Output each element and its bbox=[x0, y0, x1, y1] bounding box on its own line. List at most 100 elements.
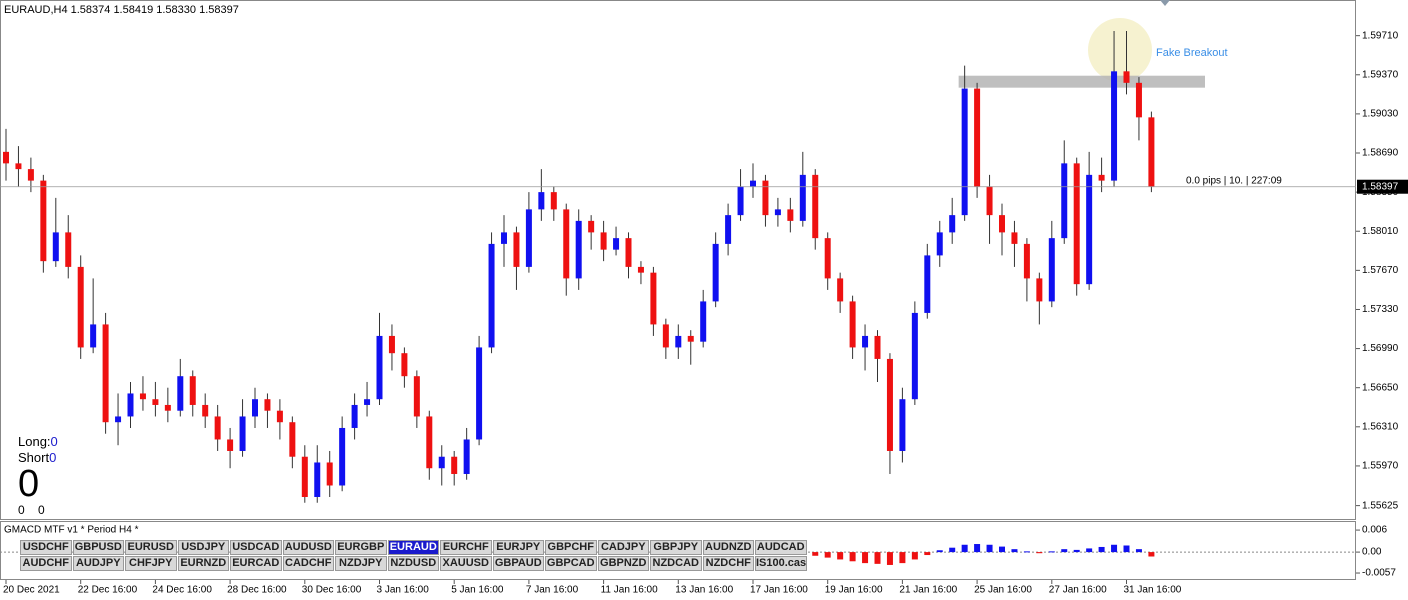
x-tick-label: 25 Jan 16:00 bbox=[974, 585, 1032, 596]
symbol-button[interactable]: USDJPY bbox=[177, 540, 229, 555]
candle-body bbox=[214, 416, 221, 440]
symbol-button[interactable]: GBPJPY bbox=[650, 540, 702, 555]
candle-body bbox=[563, 209, 570, 279]
symbol-button[interactable]: EURNZD bbox=[177, 556, 229, 571]
candle-body bbox=[999, 215, 1005, 233]
symbol-button[interactable]: EURGBP bbox=[335, 540, 387, 555]
symbol-button[interactable]: CADJPY bbox=[597, 540, 649, 555]
symbol-button[interactable]: CHFJPY bbox=[125, 556, 177, 571]
last-price-box bbox=[1357, 179, 1408, 194]
chart-title: EURAUD,H4 1.58374 1.58419 1.58330 1.5839… bbox=[4, 4, 239, 16]
candle-body bbox=[15, 163, 22, 170]
candle-body bbox=[1036, 278, 1043, 302]
macd-bar bbox=[1061, 549, 1068, 553]
symbol-button[interactable]: EURAUD bbox=[387, 540, 439, 555]
symbol-button[interactable]: AUDCAD bbox=[755, 540, 807, 555]
candle-body bbox=[550, 192, 557, 210]
candle-body bbox=[401, 353, 408, 377]
y-tick-label: 1.56990 bbox=[1362, 343, 1399, 354]
candle-body bbox=[774, 209, 781, 216]
candle-body bbox=[388, 335, 395, 354]
symbol-button[interactable]: EURJPY bbox=[492, 540, 544, 555]
x-tick-label: 21 Jan 16:00 bbox=[899, 585, 957, 596]
candle-body bbox=[949, 215, 956, 233]
symbol-button[interactable]: EURCAD bbox=[230, 556, 282, 571]
candle-body bbox=[65, 232, 72, 267]
candle-body bbox=[476, 347, 483, 440]
candle-body bbox=[264, 399, 271, 411]
candle-body bbox=[239, 416, 246, 451]
candle-body bbox=[1135, 82, 1142, 118]
symbol-button[interactable]: EURUSD bbox=[125, 540, 177, 555]
main-frame bbox=[0, 0, 1356, 520]
candle-body bbox=[924, 255, 931, 313]
candle-body bbox=[712, 243, 719, 302]
x-tick-label: 31 Jan 16:00 bbox=[1124, 585, 1182, 596]
symbol-button[interactable]: AUDUSD bbox=[282, 540, 334, 555]
right-value: 0 bbox=[38, 503, 45, 517]
y-tick-label: 1.56310 bbox=[1362, 421, 1399, 432]
symbol-button[interactable]: IS100.cas bbox=[755, 556, 807, 571]
symbol-button[interactable]: NZDCAD bbox=[650, 556, 702, 571]
symbol-button[interactable]: GBPCAD bbox=[545, 556, 597, 571]
candle-body bbox=[115, 416, 122, 423]
y-tick-label: 1.59030 bbox=[1362, 109, 1399, 120]
candle-body bbox=[911, 312, 918, 400]
symbol-button[interactable]: USDCAD bbox=[230, 540, 282, 555]
symbol-row: AUDCHF AUDJPY CHFJPY EURNZD EURCAD CADCHF NZDJ… bbox=[20, 556, 808, 571]
candle-body bbox=[3, 151, 9, 164]
candle-body bbox=[227, 439, 234, 451]
candle-body bbox=[152, 399, 159, 405]
candle-body bbox=[202, 404, 209, 417]
candle-body bbox=[1086, 174, 1093, 285]
short-label: Short bbox=[18, 450, 50, 465]
candle-body bbox=[799, 174, 806, 221]
candle-body bbox=[413, 376, 420, 417]
y-tick-label: 1.59710 bbox=[1362, 30, 1399, 41]
symbol-button[interactable]: GBPNZD bbox=[597, 556, 649, 571]
candle-body bbox=[600, 232, 607, 250]
symbol-button[interactable]: USDCHF bbox=[20, 540, 72, 555]
symbol-button[interactable]: AUDNZD bbox=[702, 540, 754, 555]
symbol-button[interactable]: AUDCHF bbox=[20, 556, 72, 571]
y2-tick-label: 0.006 bbox=[1362, 525, 1387, 536]
symbol-button[interactable]: NZDJPY bbox=[335, 556, 387, 571]
symbol-button[interactable]: NZDUSD bbox=[387, 556, 439, 571]
candle-body bbox=[1098, 174, 1105, 181]
y-tick-label: 1.55970 bbox=[1362, 461, 1399, 472]
candle-body bbox=[339, 427, 346, 486]
symbol-button[interactable]: GBPUSD bbox=[72, 540, 124, 555]
symbol-button[interactable]: GBPAUD bbox=[492, 556, 544, 571]
candle-body bbox=[700, 301, 707, 342]
candle-body bbox=[787, 209, 794, 221]
symbol-button[interactable]: NZDCHF bbox=[702, 556, 754, 571]
candle-body bbox=[1123, 71, 1130, 83]
long-label: Long: bbox=[18, 434, 51, 449]
candle-body bbox=[588, 220, 595, 233]
candle-body bbox=[538, 192, 545, 210]
x-tick-label: 11 Jan 16:00 bbox=[601, 585, 659, 596]
macd-bar bbox=[849, 552, 856, 562]
x-tick-label: 3 Jan 16:00 bbox=[377, 585, 430, 596]
candle-body bbox=[637, 266, 644, 273]
candle-body bbox=[837, 278, 844, 302]
macd-bar bbox=[1036, 552, 1043, 554]
symbol-button[interactable]: AUDJPY bbox=[72, 556, 124, 571]
candle-body bbox=[986, 186, 993, 216]
x-tick-label: 5 Jan 16:00 bbox=[451, 585, 504, 596]
candle-body bbox=[862, 335, 869, 348]
candle-body bbox=[102, 324, 109, 423]
symbol-button[interactable]: XAUUSD bbox=[440, 556, 492, 571]
x-tick-label: 17 Jan 16:00 bbox=[750, 585, 808, 596]
short-row: Short0 bbox=[18, 450, 58, 466]
macd-bar bbox=[936, 550, 943, 553]
x-tick-label: 20 Dec 2021 bbox=[3, 585, 60, 596]
candle-body bbox=[899, 399, 906, 451]
macd-bar bbox=[1111, 544, 1118, 553]
candle-body bbox=[575, 220, 582, 279]
symbol-button[interactable]: CADCHF bbox=[282, 556, 334, 571]
symbol-button[interactable]: GBPCHF bbox=[545, 540, 597, 555]
symbol-button[interactable]: EURCHF bbox=[440, 540, 492, 555]
